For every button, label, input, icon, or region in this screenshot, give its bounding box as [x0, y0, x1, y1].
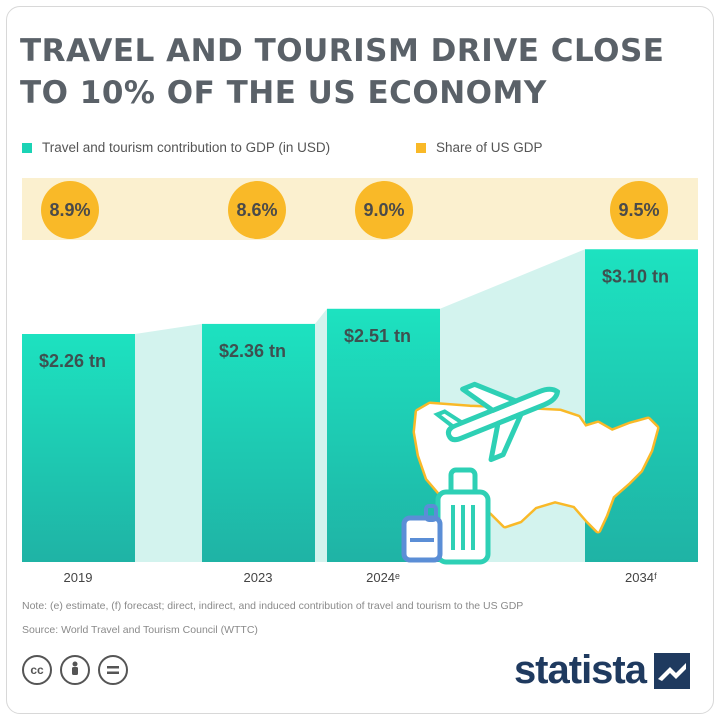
- x-tick-label: 2024ᵉ: [366, 570, 400, 585]
- bar-connector: [315, 308, 327, 562]
- x-tick-label: 2019: [64, 570, 93, 585]
- bar-1: [202, 323, 315, 562]
- share-value-pill: 9.0%: [355, 181, 413, 239]
- license-icons: cc: [22, 655, 128, 685]
- bar-connector: [135, 323, 202, 562]
- share-value-pill: 9.5%: [610, 181, 668, 239]
- share-value-pill: 8.6%: [228, 181, 286, 239]
- legend-swatch-yellow: [416, 142, 426, 153]
- bar-value-label: $2.36 tn: [219, 341, 286, 361]
- bag-icon: [401, 504, 443, 563]
- x-tick-label: 2034ᶠ: [625, 570, 657, 585]
- cc-icon[interactable]: cc: [22, 655, 52, 685]
- bar-chart: $2.26 tn 2019 $2.36 tn 2023 $2.51 tn 2024ᵉ $3.…: [22, 249, 698, 585]
- attribution-icon[interactable]: [60, 655, 90, 685]
- legend-item-share: Share of US GDP: [416, 140, 543, 155]
- statista-logo[interactable]: statista: [514, 648, 690, 693]
- legend-item-gdp-contribution: Travel and tourism contribution to GDP (…: [22, 140, 330, 155]
- bar-0: [22, 334, 135, 562]
- brand-wordmark: statista: [513, 648, 647, 692]
- travel-illustration: [401, 381, 660, 565]
- legend-swatch-teal: [22, 142, 32, 153]
- legend-label-share: Share of US GDP: [436, 140, 543, 155]
- share-value-pill: 8.9%: [41, 181, 99, 239]
- bar-value-label: $3.10 tn: [602, 266, 669, 286]
- source-note: Source: World Travel and Tourism Council…: [22, 624, 258, 636]
- footnote: Note: (e) estimate, (f) forecast; direct…: [22, 600, 524, 612]
- x-tick-label: 2023: [244, 570, 273, 585]
- bar-value-label: $2.26 tn: [39, 351, 106, 371]
- legend-label-gdp-contribution: Travel and tourism contribution to GDP (…: [42, 140, 331, 155]
- chart-title: TRAVEL AND TOURISM DRIVE CLOSE TO 10% OF…: [20, 33, 665, 111]
- statista-logo-icon: [654, 652, 690, 689]
- airplane-icon: [433, 381, 561, 463]
- bar-value-label: $2.51 tn: [344, 326, 411, 346]
- no-derivatives-icon[interactable]: [98, 655, 128, 685]
